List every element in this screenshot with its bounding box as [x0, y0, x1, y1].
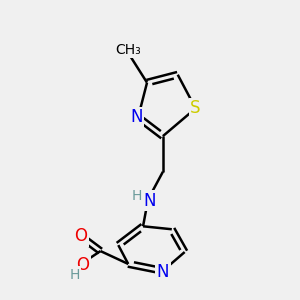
- Text: N: N: [157, 263, 169, 281]
- Text: S: S: [190, 99, 201, 117]
- Text: N: N: [130, 108, 142, 126]
- Text: O: O: [74, 227, 87, 245]
- Text: N: N: [144, 191, 156, 209]
- Text: H: H: [70, 268, 80, 282]
- Text: O: O: [76, 256, 89, 274]
- Text: H: H: [132, 189, 142, 202]
- Text: CH₃: CH₃: [115, 43, 141, 57]
